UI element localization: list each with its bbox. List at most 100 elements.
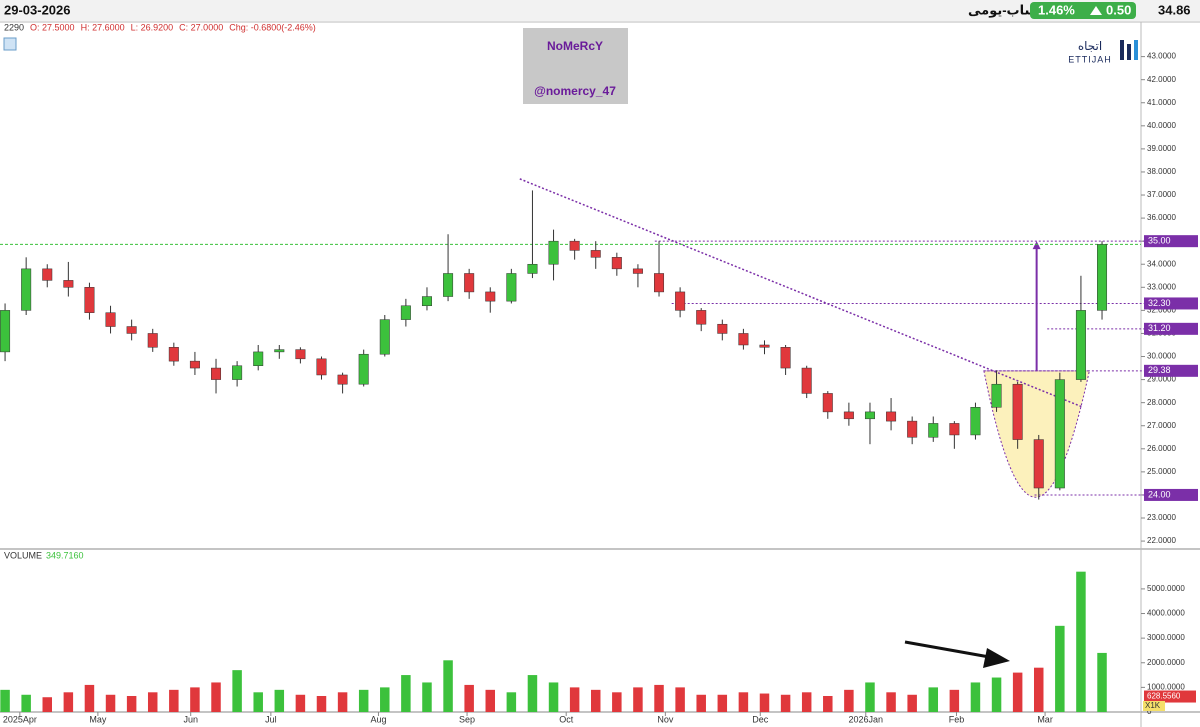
candle-body (1075, 310, 1086, 380)
candle-body (253, 351, 264, 366)
volume-bar (548, 682, 559, 712)
volume-bar (464, 684, 474, 712)
level-label: 35.00 (1148, 236, 1171, 246)
volume-bar (823, 695, 833, 712)
candle-body (42, 268, 53, 281)
candle-body (1012, 383, 1023, 440)
volume-bar (569, 687, 580, 712)
candle-body (316, 358, 327, 376)
watermark: NoMeRcY (547, 39, 603, 53)
volume-reading: 349.7160 (46, 550, 84, 560)
y-tick-label: 41.0000 (1147, 98, 1176, 107)
level-label: 32.30 (1148, 298, 1171, 308)
level-label: 29.38 (1148, 365, 1171, 375)
volume-bar (886, 692, 896, 712)
y-tick-label: 40.0000 (1147, 121, 1176, 130)
candle-body (126, 326, 137, 334)
candle-body (485, 291, 496, 302)
level-label: 31.20 (1148, 323, 1171, 333)
candle-body (527, 263, 538, 274)
volume-bar (759, 693, 770, 712)
volume-bar (190, 687, 200, 712)
x-tick-label: Oct (559, 714, 574, 724)
top-bar (0, 0, 1200, 21)
volume-last-box (1144, 690, 1196, 703)
info-item: H: 27.6000 (81, 22, 125, 32)
candle-body (105, 312, 116, 327)
volume-bar (253, 692, 263, 712)
candle-body (632, 268, 643, 274)
logo-mark (1127, 44, 1131, 60)
candle-body (991, 383, 1002, 408)
candle-body (63, 280, 74, 288)
level-box (1144, 364, 1198, 377)
x-tick-label: 2026Jan (848, 714, 883, 724)
y-tick-label: 22.0000 (1147, 536, 1176, 545)
candle-body (1033, 439, 1044, 489)
volume-unit: X1K (1145, 701, 1161, 710)
volume-bar (949, 689, 960, 712)
volume-tick-label: 2000.0000 (1147, 658, 1185, 667)
volume-bar (717, 694, 728, 712)
volume-bar (337, 692, 348, 712)
volume-bar (358, 689, 369, 712)
y-tick-label: 38.0000 (1147, 167, 1176, 176)
volume-last-label: 628.5560 (1147, 692, 1181, 701)
candle-body (759, 344, 770, 348)
y-tick-label: 26.0000 (1147, 444, 1176, 453)
volume-bar (42, 697, 53, 712)
volume-bar (506, 692, 517, 712)
info-item: Chg: -0.6800(-2.46%) (229, 22, 316, 32)
volume-bar (865, 682, 875, 712)
level-box (1144, 488, 1198, 501)
volume-bar (422, 682, 432, 712)
change-pct: 1.46% (1038, 2, 1075, 17)
volume-bar (211, 682, 221, 712)
candle-body (780, 347, 791, 369)
x-tick-label: 2025Apr (3, 714, 37, 724)
candle-body (675, 291, 686, 311)
x-tick-label: Dec (752, 714, 769, 724)
volume-bar (1076, 571, 1086, 712)
candle-body (400, 305, 411, 320)
volume-bar (970, 682, 981, 712)
candle-body (801, 367, 812, 394)
y-tick-label: 39.0000 (1147, 144, 1176, 153)
x-tick-label: Aug (370, 714, 386, 724)
y-tick-label: 32.0000 (1147, 305, 1176, 314)
candle-body (843, 411, 854, 420)
candle-body (1054, 379, 1065, 489)
candle-body (717, 323, 728, 334)
volume-bar (654, 684, 664, 712)
candle-body (506, 273, 517, 302)
info-item: O: 27.5000 (30, 22, 75, 32)
volume-name: VOLUME (4, 550, 42, 560)
target-arrow-head (1032, 241, 1041, 250)
candle-body (232, 365, 243, 380)
volume-bar (928, 687, 939, 712)
x-tick-label: Mar (1037, 714, 1053, 724)
volume-bar (801, 692, 812, 712)
y-tick-label: 27.0000 (1147, 421, 1176, 430)
x-tick-label: Sep (459, 714, 475, 724)
volume-bar (633, 687, 643, 712)
candle-body (696, 310, 707, 325)
candle-body (211, 367, 222, 380)
candle-body (189, 360, 200, 369)
volume-bar (780, 694, 791, 712)
candle-body (886, 411, 897, 422)
up-triangle (1090, 6, 1102, 15)
y-tick-label: 29.0000 (1147, 375, 1176, 384)
info-line: 2290 O: 27.5000 H: 27.6000 L: 26.9200 C: 27.… (4, 22, 316, 32)
volume-tick-label: 5000.0000 (1147, 584, 1185, 593)
candle-body (949, 423, 960, 436)
logo-latin: ETTIJAH (1068, 54, 1112, 64)
volume-tick-label: 4000.0000 (1147, 609, 1185, 618)
unit-box (1143, 701, 1165, 711)
volume-bar (0, 689, 10, 712)
candle-body (464, 273, 475, 293)
x-tick-label: Jul (265, 714, 277, 724)
volume-bar (380, 687, 390, 712)
